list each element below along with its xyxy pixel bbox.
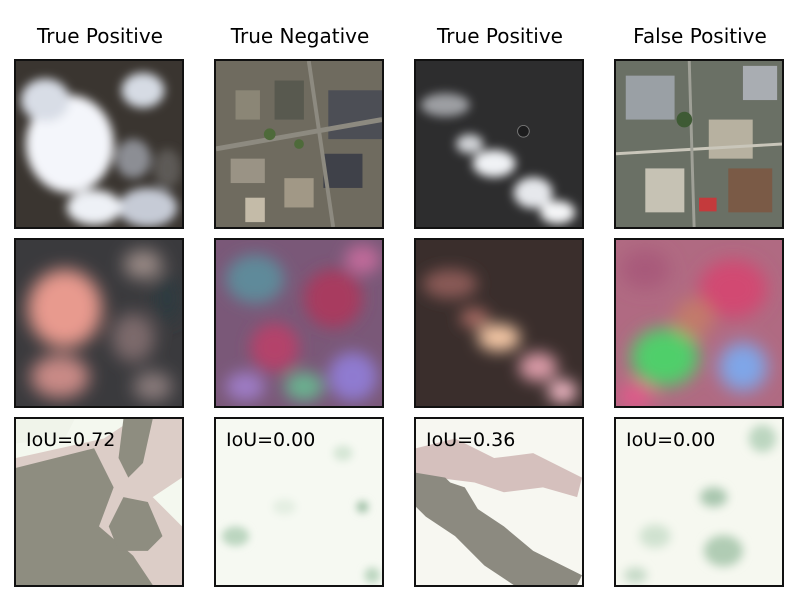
rgb-image-urban-1 — [214, 59, 384, 229]
rgb-image-urban-2 — [614, 59, 784, 229]
iou-label-4: IoU=0.00 — [626, 429, 716, 451]
mask-panel-4: IoU=0.00 — [614, 417, 784, 587]
mask-panel-1: IoU=0.72 — [14, 417, 184, 587]
iou-label-1: IoU=0.72 — [26, 429, 116, 451]
column-title-2: True Negative — [230, 24, 370, 48]
iou-label-2: IoU=0.00 — [226, 429, 316, 451]
column-title-3: True Positive — [437, 24, 563, 48]
feature-map-1 — [14, 238, 184, 408]
mask-panel-2: IoU=0.00 — [214, 417, 384, 587]
feature-map-2 — [214, 238, 384, 408]
column-title-4: False Positive — [633, 24, 767, 48]
rgb-image-cloud-2 — [414, 59, 584, 229]
column-title-1: True Positive — [37, 24, 163, 48]
mask-panel-3: IoU=0.36 — [414, 417, 584, 587]
rgb-image-cloud-1 — [14, 59, 184, 229]
feature-map-4 — [614, 238, 784, 408]
feature-map-3 — [414, 238, 584, 408]
iou-label-3: IoU=0.36 — [426, 429, 516, 451]
